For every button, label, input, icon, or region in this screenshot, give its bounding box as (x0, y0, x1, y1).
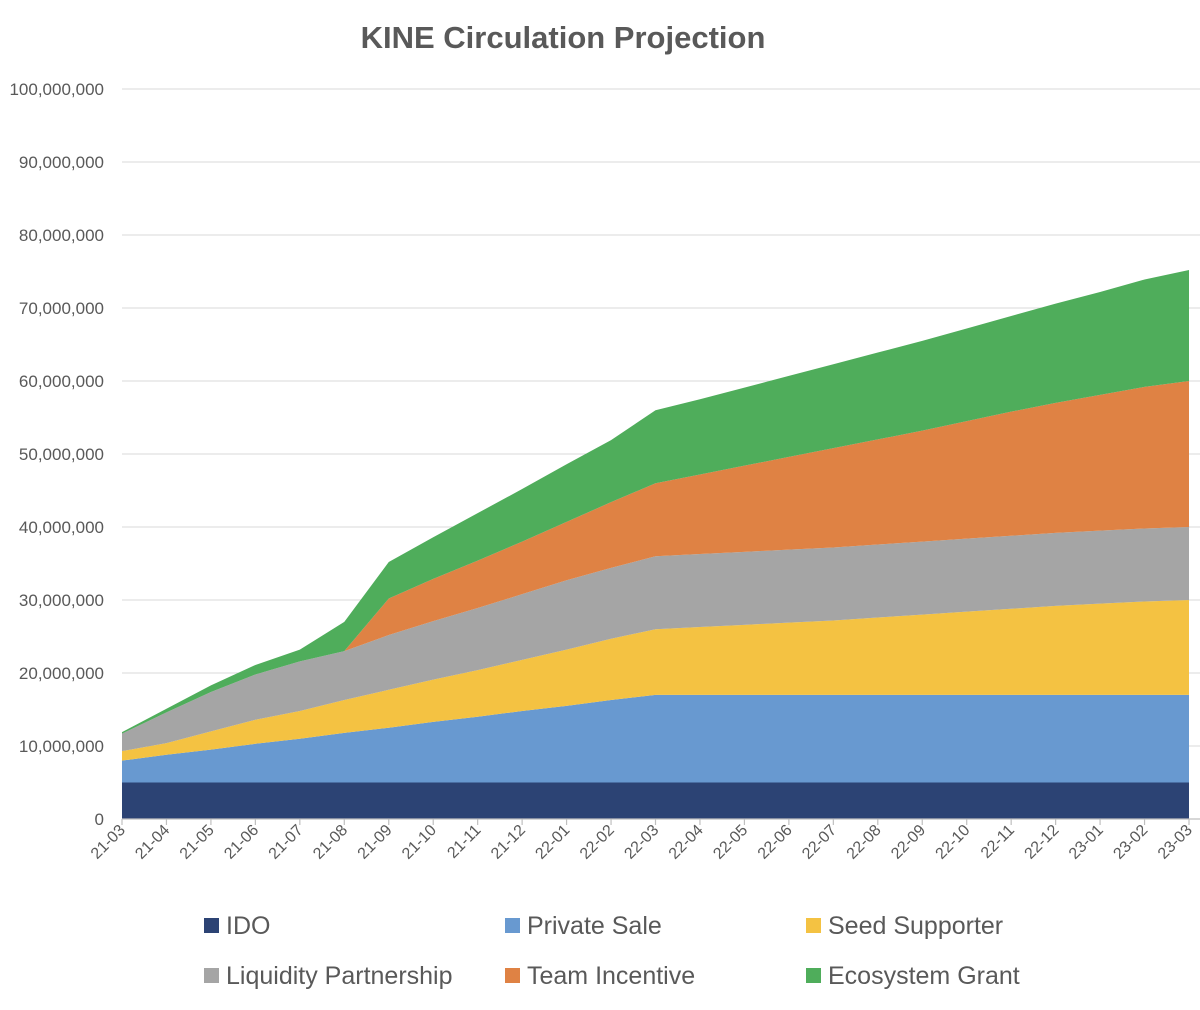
axes (121, 818, 1200, 825)
legend-item-private-sale: Private Sale (505, 912, 662, 940)
y-tick-label: 60,000,000 (19, 372, 104, 391)
y-tick-label: 90,000,000 (19, 153, 104, 172)
legend-label: IDO (226, 912, 270, 940)
x-tick-label: 21-12 (488, 822, 529, 863)
x-tick-label: 22-06 (755, 822, 796, 863)
legend-label: Seed Supporter (828, 912, 1003, 940)
y-axis-labels: 0 10,000,000 20,000,000 30,000,000 40,000,00… (9, 80, 104, 829)
x-tick-label: 22-07 (799, 822, 840, 863)
x-tick-label: 22-04 (666, 822, 707, 863)
y-tick-label: 70,000,000 (19, 299, 104, 318)
legend-label: Ecosystem Grant (828, 962, 1020, 990)
x-tick-label: 22-05 (710, 822, 751, 863)
x-tick-label: 22-09 (888, 822, 929, 863)
area-team-incentive (122, 381, 1189, 734)
x-tick-label: 22-02 (577, 822, 618, 863)
x-tick-label: 21-07 (266, 822, 307, 863)
legend-swatch (806, 918, 821, 933)
x-tick-label: 23-02 (1110, 822, 1151, 863)
x-tick-label: 22-08 (844, 822, 885, 863)
legend-item-seed-supporter: Seed Supporter (806, 912, 1003, 940)
y-tick-label: 20,000,000 (19, 664, 104, 683)
y-tick-label: 40,000,000 (19, 518, 104, 537)
legend-swatch (204, 918, 219, 933)
x-tick-label: 21-10 (399, 822, 440, 863)
x-tick-label: 22-01 (532, 822, 573, 863)
y-tick-label: 50,000,000 (19, 445, 104, 464)
x-tick-label: 22-12 (1021, 822, 1062, 863)
area-liquidity-partnership (122, 527, 1189, 752)
y-tick-label: 100,000,000 (9, 80, 104, 99)
x-axis-labels: 21-03 21-04 21-05 21-06 21-07 21-08 21-09 21-10… (88, 822, 1196, 863)
legend: IDO Private Sale Seed Supporter Liquidity P… (204, 912, 1020, 990)
x-tick-label: 23-03 (1155, 822, 1196, 863)
legend-item-team-incentive: Team Incentive (505, 962, 695, 990)
legend-item-ido: IDO (204, 912, 270, 940)
x-tick-label: 22-10 (933, 822, 974, 863)
y-tick-label: 10,000,000 (19, 737, 104, 756)
x-tick-label: 21-08 (310, 822, 351, 863)
x-tick-label: 21-09 (355, 822, 396, 863)
y-tick-label: 80,000,000 (19, 226, 104, 245)
legend-swatch (505, 918, 520, 933)
area-seed-supporter (122, 600, 1189, 761)
legend-label: Liquidity Partnership (226, 962, 453, 990)
legend-item-ecosystem-grant: Ecosystem Grant (806, 962, 1020, 990)
x-tick-label: 21-05 (177, 822, 218, 863)
y-tick-label: 0 (95, 810, 104, 829)
legend-swatch (505, 968, 520, 983)
x-tick-label: 23-01 (1066, 822, 1107, 863)
legend-label: Private Sale (527, 912, 662, 940)
x-tick-label: 21-04 (132, 822, 173, 863)
legend-swatch (204, 968, 219, 983)
x-tick-label: 21-06 (221, 822, 262, 863)
area-series (122, 270, 1189, 819)
x-tick-label: 22-11 (978, 822, 1018, 862)
area-ido (122, 782, 1189, 819)
legend-label: Team Incentive (527, 962, 695, 990)
x-tick-label: 22-03 (621, 822, 662, 863)
area-private-sale (122, 694, 1189, 783)
legend-swatch (806, 968, 821, 983)
chart-title: KINE Circulation Projection (361, 20, 766, 55)
y-tick-label: 30,000,000 (19, 591, 104, 610)
x-tick-label: 21-11 (444, 822, 484, 862)
legend-item-liquidity-partnership: Liquidity Partnership (204, 962, 453, 990)
area-ecosystem-grant (122, 270, 1189, 734)
